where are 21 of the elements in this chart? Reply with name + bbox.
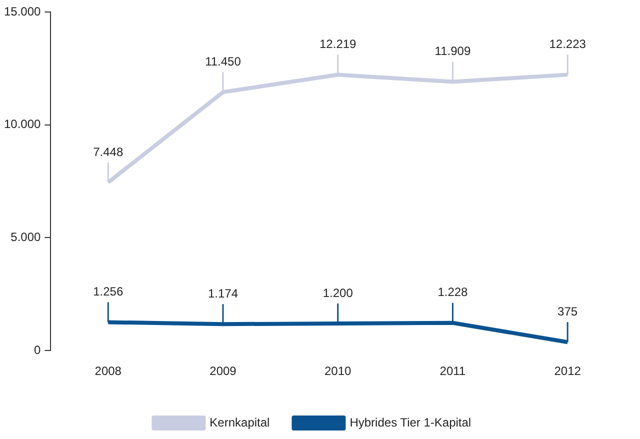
data-label: 11.909 — [434, 44, 471, 58]
data-label: 7.448 — [93, 144, 124, 159]
x-tick-label: 2012 — [554, 364, 582, 378]
data-label: 12.219 — [320, 37, 357, 52]
data-label: 1.200 — [322, 286, 354, 300]
legend-label: Kernkapital — [210, 415, 270, 430]
y-tick-label: 15.000 — [4, 4, 42, 18]
y-tick-label: 0 — [34, 342, 42, 357]
data-label: 1.256 — [93, 284, 124, 299]
x-tick-label: 2008 — [94, 364, 122, 378]
x-tick-label: 2010 — [324, 364, 352, 378]
y-tick-label: 10.000 — [4, 117, 42, 132]
x-tick-label: 2009 — [210, 364, 237, 378]
data-label: 11.450 — [205, 54, 242, 68]
x-tick-label: 2011 — [440, 364, 466, 378]
data-label: 12.223 — [549, 37, 586, 51]
legend-label: Hybrides Tier 1-Kapital — [350, 415, 472, 430]
data-label: 375 — [558, 304, 578, 318]
y-tick-label: 5.000 — [10, 230, 42, 244]
data-label: 1.174 — [208, 286, 238, 300]
data-label: 1.228 — [438, 285, 468, 300]
